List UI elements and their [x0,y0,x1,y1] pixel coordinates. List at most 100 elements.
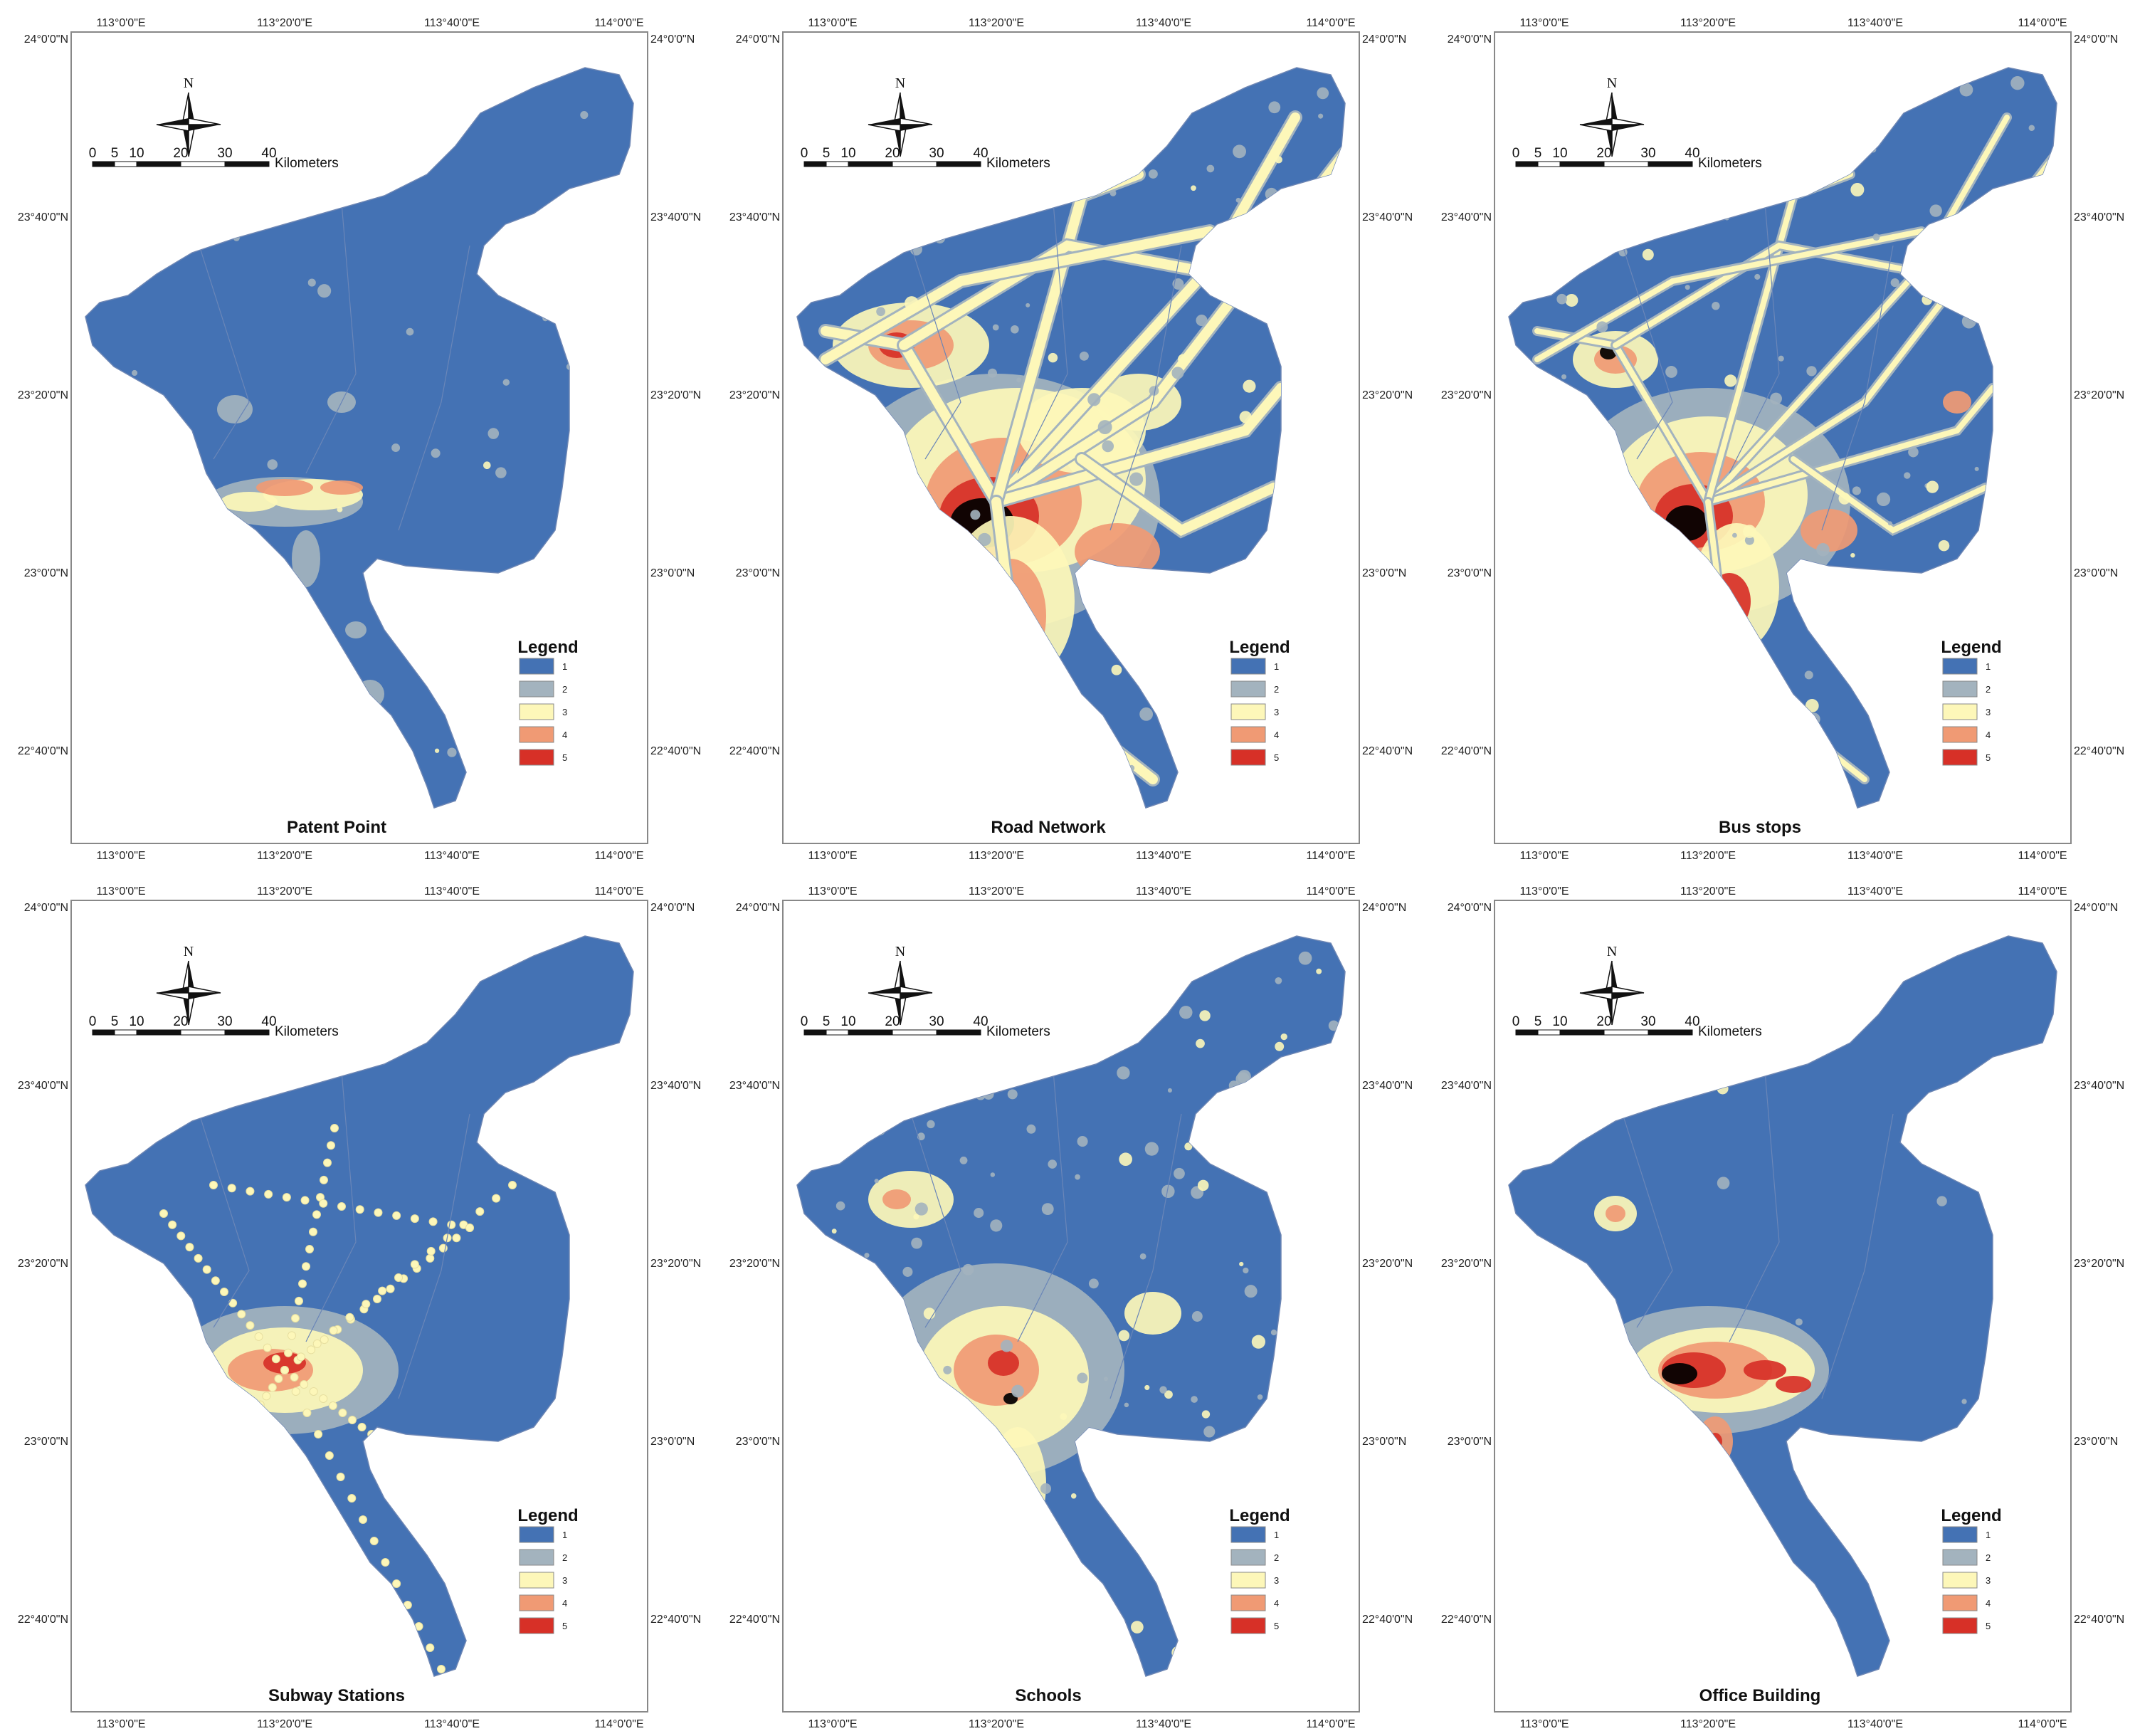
density-speck [1816,542,1830,557]
station-dot [428,1217,438,1226]
legend-label: 2 [562,684,567,695]
density-speck [1665,366,1677,378]
station-dot [305,1245,314,1253]
station-dot [437,1665,446,1673]
longitude-label: 113°20'0"E [257,885,312,898]
district-line [1729,1070,1780,1342]
legend-swatch [1942,703,1978,720]
station-dot [309,1227,317,1236]
legend-swatch [1942,1526,1978,1543]
density-speck [962,1263,974,1275]
density-speck [1795,1318,1803,1326]
longitude-label: 113°20'0"E [257,1718,312,1730]
density-speck [1011,325,1019,334]
scale-tick-label: 20 [173,146,188,161]
density-speck [2028,125,2035,132]
density-speck [1048,1159,1058,1169]
scale-unit: Kilometers [986,156,1050,171]
legend-label: 2 [1986,684,1991,695]
latitude-label: 22°40'0"N [1441,745,1492,757]
station-dot [211,1276,220,1285]
station-dot [291,1387,300,1396]
density-speck [1742,525,1756,538]
longitude-label: 113°40'0"E [1847,1718,1903,1730]
density-speck [1196,1038,1205,1048]
scale-unit: Kilometers [1698,156,1762,171]
density-speck [1712,302,1720,310]
density-speck [1974,466,1979,471]
legend-swatch [519,680,554,698]
density-speck [1556,293,1567,305]
latitude-label: 23°20'0"N [2074,389,2124,401]
longitude-label: 113°40'0"E [1847,850,1903,862]
scale-tick-label: 10 [1552,146,1567,161]
longitude-label: 113°20'0"E [257,850,312,862]
legend-label: 4 [1274,730,1279,740]
latitude-label: 23°0'0"N [1362,1436,1406,1448]
longitude-label: 113°40'0"E [1847,885,1903,898]
legend-label: 5 [1274,752,1279,763]
density-speck [1251,1335,1265,1349]
density-class-4 [320,480,363,495]
scale-tick-label: 5 [823,146,831,161]
district-line [910,1113,961,1328]
latitude-label: 22°40'0"N [18,745,68,757]
density-speck [1088,1278,1099,1289]
latitude-label: 23°40'0"N [2074,1080,2124,1092]
legend-swatch [519,726,554,743]
density-speck [1744,535,1754,545]
legend-swatch [1230,1594,1266,1611]
longitude-label: 113°40'0"E [424,1718,480,1730]
legend-label: 4 [562,730,567,740]
longitude-label: 114°0'0"E [1306,885,1355,898]
legend-label: 1 [1986,1530,1991,1540]
latitude-label: 22°40'0"N [650,745,701,757]
station-dot [320,1335,329,1345]
legend-title: Legend [517,1506,578,1525]
scale-tick-label: 30 [1640,146,1655,161]
corridor [821,226,1215,364]
station-dot [330,1124,339,1132]
density-speck [992,324,999,331]
longitude-label: 113°0'0"E [96,17,145,29]
latitude-label: 23°20'0"N [729,1258,780,1270]
density-speck [1124,1402,1129,1408]
legend-swatch [1942,1549,1978,1566]
longitude-label: 114°0'0"E [594,850,643,862]
station-dot [288,1331,296,1340]
panel-title: Bus stops [1719,818,1801,837]
station-dot [302,1262,310,1271]
scale-tick-label: 30 [217,1014,232,1029]
region-boundary [1508,935,2057,1677]
station-dot [328,1401,337,1410]
density-speck [1770,392,1782,405]
north-arrow-icon [156,92,221,157]
station-dot [268,1383,277,1392]
density-speck [1724,374,1737,387]
density-speck [1280,1033,1287,1041]
density-speck [1938,540,1950,552]
longitude-label: 114°0'0"E [1306,850,1355,862]
density-speck [1171,367,1184,379]
scale-tick-label: 5 [1534,1014,1542,1029]
scale-unit: Kilometers [986,1024,1050,1039]
density-speck [1026,1124,1036,1134]
density-class-4 [1606,1205,1625,1222]
legend-label: 4 [1986,730,1991,740]
density-speck [1596,321,1608,333]
legend-label: 3 [562,1575,567,1586]
longitude-label: 114°0'0"E [2018,850,2067,862]
legend: Legend 1 2 3 4 5 [517,638,579,766]
density-speck [1642,248,1654,261]
density-speck [580,110,589,120]
longitude-label: 114°0'0"E [2018,17,2067,29]
density-class-6 [1662,1363,1697,1384]
legend-swatch [1230,703,1266,720]
density-speck [1191,185,1196,191]
legend-label: 4 [1986,1598,1991,1609]
longitude-label: 113°40'0"E [1847,17,1903,29]
legend-swatch [1942,1617,1978,1634]
station-dot [320,1175,328,1184]
density-speck [864,1253,870,1258]
station-dot [300,1196,310,1205]
